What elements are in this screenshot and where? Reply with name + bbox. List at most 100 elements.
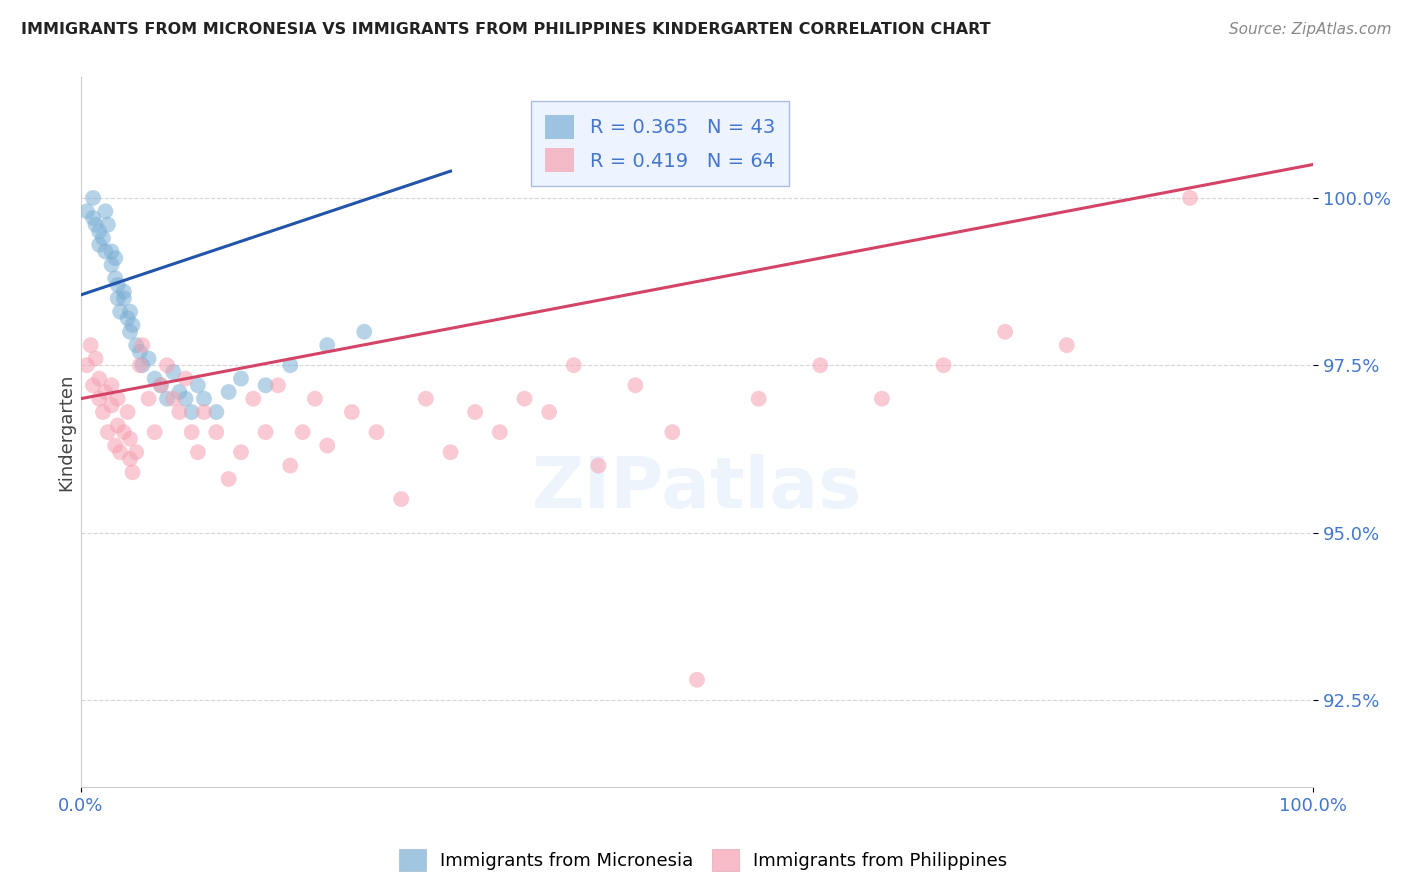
- Point: [125, 338, 148, 352]
- Point: [316, 338, 339, 352]
- Point: [112, 425, 135, 439]
- Point: [205, 425, 228, 439]
- Point: [218, 472, 240, 486]
- Point: [169, 384, 191, 399]
- Point: [932, 358, 955, 372]
- Point: [118, 451, 141, 466]
- Point: [121, 465, 143, 479]
- Point: [89, 224, 111, 238]
- Point: [117, 405, 139, 419]
- Point: [340, 405, 363, 419]
- Point: [138, 392, 160, 406]
- Point: [439, 445, 461, 459]
- Point: [254, 425, 277, 439]
- Point: [129, 358, 152, 372]
- Point: [94, 244, 117, 259]
- Point: [89, 371, 111, 385]
- Point: [415, 392, 437, 406]
- Point: [1178, 191, 1201, 205]
- Point: [254, 378, 277, 392]
- Point: [89, 392, 111, 406]
- Point: [143, 371, 166, 385]
- Point: [107, 277, 129, 292]
- Point: [808, 358, 831, 372]
- Point: [129, 344, 152, 359]
- Point: [100, 258, 122, 272]
- Point: [82, 211, 104, 225]
- Point: [389, 491, 412, 506]
- Point: [138, 351, 160, 366]
- Point: [205, 405, 228, 419]
- Point: [104, 251, 127, 265]
- Point: [97, 218, 120, 232]
- Point: [149, 378, 172, 392]
- Point: [162, 392, 184, 406]
- Point: [118, 304, 141, 318]
- Point: [94, 204, 117, 219]
- Point: [488, 425, 510, 439]
- Point: [125, 445, 148, 459]
- Legend: R = 0.365   N = 43, R = 0.419   N = 64: R = 0.365 N = 43, R = 0.419 N = 64: [531, 102, 789, 186]
- Point: [112, 291, 135, 305]
- Point: [89, 237, 111, 252]
- Point: [108, 304, 131, 318]
- Point: [143, 425, 166, 439]
- Point: [174, 371, 197, 385]
- Point: [218, 384, 240, 399]
- Point: [353, 325, 375, 339]
- Point: [187, 378, 209, 392]
- Point: [661, 425, 683, 439]
- Point: [267, 378, 290, 392]
- Point: [149, 378, 172, 392]
- Point: [107, 392, 129, 406]
- Point: [686, 673, 709, 687]
- Point: [513, 392, 536, 406]
- Point: [76, 358, 98, 372]
- Point: [112, 285, 135, 299]
- Point: [162, 365, 184, 379]
- Text: IMMIGRANTS FROM MICRONESIA VS IMMIGRANTS FROM PHILIPPINES KINDERGARTEN CORRELATI: IMMIGRANTS FROM MICRONESIA VS IMMIGRANTS…: [21, 22, 991, 37]
- Point: [229, 445, 252, 459]
- Point: [169, 405, 191, 419]
- Point: [108, 445, 131, 459]
- Y-axis label: Kindergarten: Kindergarten: [58, 374, 75, 491]
- Point: [193, 392, 215, 406]
- Point: [1056, 338, 1078, 352]
- Legend: Immigrants from Micronesia, Immigrants from Philippines: Immigrants from Micronesia, Immigrants f…: [391, 842, 1015, 879]
- Point: [291, 425, 314, 439]
- Point: [588, 458, 610, 473]
- Point: [538, 405, 561, 419]
- Point: [94, 384, 117, 399]
- Point: [121, 318, 143, 332]
- Point: [131, 358, 153, 372]
- Point: [100, 398, 122, 412]
- Point: [180, 405, 202, 419]
- Point: [156, 358, 179, 372]
- Point: [107, 418, 129, 433]
- Point: [118, 432, 141, 446]
- Point: [562, 358, 585, 372]
- Point: [748, 392, 770, 406]
- Point: [187, 445, 209, 459]
- Point: [278, 458, 301, 473]
- Point: [84, 351, 107, 366]
- Point: [76, 204, 98, 219]
- Point: [97, 425, 120, 439]
- Point: [180, 425, 202, 439]
- Point: [91, 405, 114, 419]
- Point: [464, 405, 486, 419]
- Point: [91, 231, 114, 245]
- Point: [304, 392, 326, 406]
- Point: [82, 191, 104, 205]
- Point: [117, 311, 139, 326]
- Point: [156, 392, 179, 406]
- Point: [104, 271, 127, 285]
- Point: [100, 378, 122, 392]
- Point: [624, 378, 647, 392]
- Point: [79, 338, 101, 352]
- Point: [278, 358, 301, 372]
- Point: [994, 325, 1017, 339]
- Point: [193, 405, 215, 419]
- Point: [316, 438, 339, 452]
- Point: [82, 378, 104, 392]
